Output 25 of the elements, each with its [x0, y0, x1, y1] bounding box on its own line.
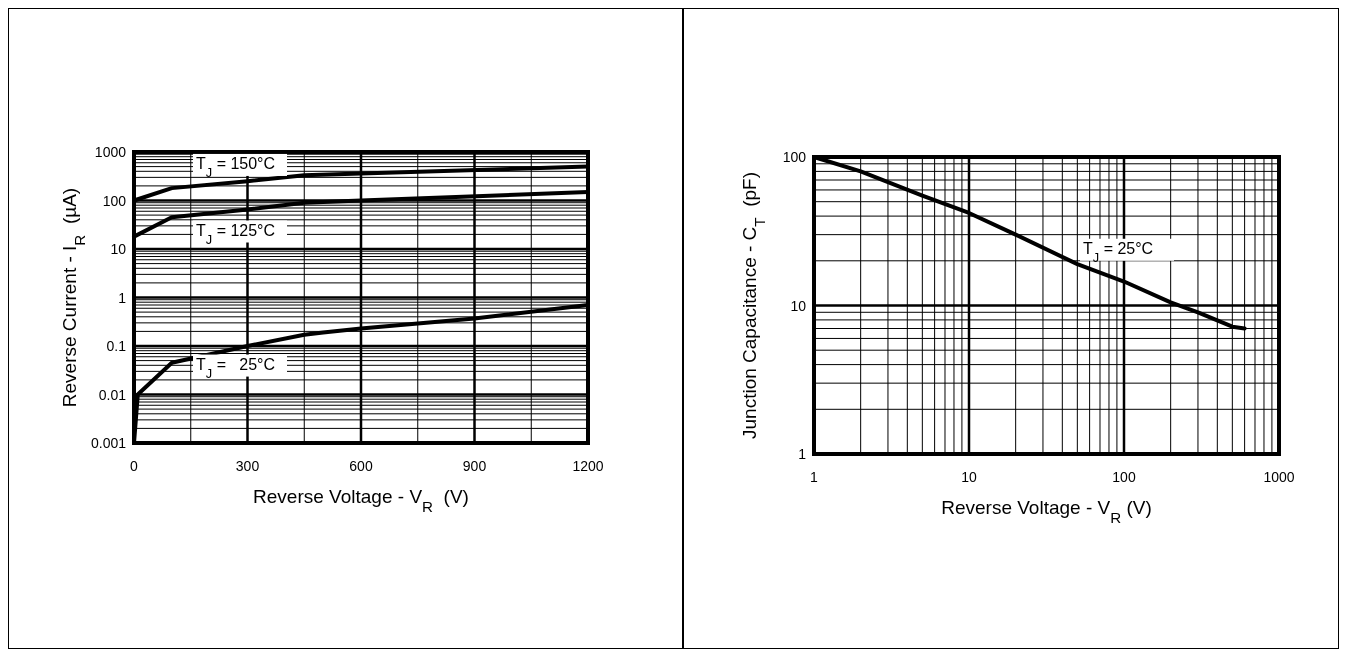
y-tick-label: 100	[782, 149, 807, 165]
x-tick-label: 10	[961, 469, 977, 485]
y-tick-label: 1	[118, 289, 127, 306]
x-tick-label: 1000	[1263, 469, 1295, 485]
x-tick-label: 900	[462, 458, 487, 474]
x-tick-label: 100	[1112, 469, 1136, 485]
x-tick-label: 1	[810, 469, 819, 485]
series-label: T$_{J}$ = 125°C	[196, 221, 276, 246]
x-axis-title: Reverse Voltage - V$_{R}$ (V)	[941, 497, 1152, 526]
y-tick-label: 0.01	[98, 386, 127, 403]
x-axis-title: Reverse Voltage - V$_{R}$ (V)	[253, 486, 469, 515]
y-tick-label: 1	[798, 446, 807, 462]
y-tick-label: 10	[790, 297, 807, 314]
y-tick-label: 100	[102, 192, 127, 209]
y-tick-label: 0.001	[90, 435, 127, 451]
x-tick-label: 300	[235, 458, 260, 474]
series-label: T$_{J}$ = 25°C	[196, 355, 276, 381]
y-tick-label: 10	[110, 241, 127, 257]
y-tick-label: 0.1	[106, 338, 127, 354]
x-tick-label: 0	[130, 458, 139, 474]
x-tick-label: 1200	[572, 458, 604, 474]
x-tick-label: 600	[349, 458, 373, 474]
y-tick-label: 1000	[94, 144, 127, 160]
series-label: T$_{J}$ = 25°C	[1083, 239, 1154, 265]
series-label: T$_{J}$ = 150°C	[196, 154, 276, 180]
